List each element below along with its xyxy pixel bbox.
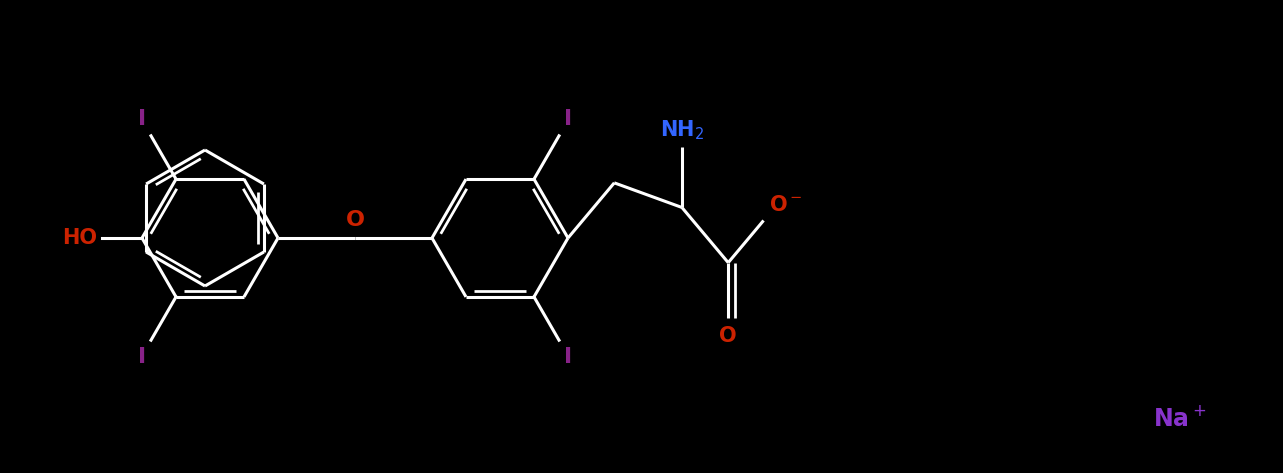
Text: Na$^+$: Na$^+$ bbox=[1153, 405, 1206, 430]
Text: HO: HO bbox=[62, 228, 98, 248]
Text: O: O bbox=[345, 210, 364, 230]
Text: NH$_2$: NH$_2$ bbox=[659, 119, 704, 142]
Text: I: I bbox=[565, 109, 572, 129]
Text: I: I bbox=[565, 347, 572, 367]
Text: I: I bbox=[137, 109, 146, 129]
Text: O: O bbox=[720, 325, 736, 346]
Text: O$^-$: O$^-$ bbox=[769, 195, 802, 216]
Text: I: I bbox=[137, 347, 146, 367]
